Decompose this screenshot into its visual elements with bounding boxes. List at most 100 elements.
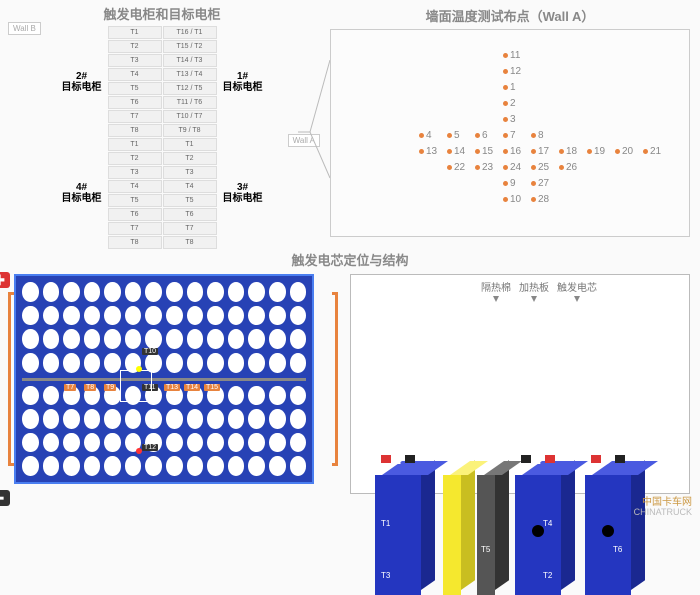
temp-point: 26 <box>559 162 577 173</box>
temp-point: 10 <box>503 194 521 205</box>
cabinet-cell: T3 <box>163 166 217 179</box>
cell-structure-labels: 隔热棉加热板触发电芯 <box>481 279 597 302</box>
temp-point: 18 <box>559 146 577 157</box>
cabinet-cell: T16 / T1 <box>163 26 217 39</box>
temp-label: T7 <box>64 384 76 391</box>
cabinet-cell: T4 <box>108 68 162 81</box>
cabinet-cell: T1 <box>108 138 162 151</box>
terminal-plus-icon: ✚ <box>0 272 10 288</box>
cabinet-cell: T2 <box>108 152 162 165</box>
cabinet-cell: T6 <box>163 208 217 221</box>
cabinet-cell: T4 <box>163 180 217 193</box>
cabinet-cell: T6 <box>108 208 162 221</box>
cabinet-cell: T2 <box>108 40 162 53</box>
wall-temp-panel: 墙面温度测试布点（Wall A） 11121234567813141516171… <box>330 6 690 237</box>
cabinet-cell: T11 / T6 <box>163 96 217 109</box>
cabinet-cell: T14 / T3 <box>163 54 217 67</box>
temp-point: 16 <box>503 146 521 157</box>
temp-label: T14 <box>184 384 200 391</box>
cabinet-cell: T1 <box>108 26 162 39</box>
temp-label: T8 <box>84 384 96 391</box>
temp-point: 27 <box>531 178 549 189</box>
temp-point: 7 <box>503 130 516 141</box>
temp-point: 6 <box>475 130 488 141</box>
wall-a-label: Wall A <box>288 134 320 147</box>
watermark: 中国卡车网 CHINATRUCK <box>634 497 692 518</box>
cabinet-cell: T7 <box>108 222 162 235</box>
cabinet-side-label: 3# 目标电柜 <box>219 182 267 204</box>
cabinet-cell: T7 <box>163 222 217 235</box>
cabinet-cell: T1 <box>163 138 217 151</box>
temp-point: 4 <box>419 130 432 141</box>
cell-structure-box: 隔热棉加热板触发电芯 1T1T3T52T4T23T6 <box>350 274 690 494</box>
temp-point: 19 <box>587 146 605 157</box>
temp-point: 24 <box>503 162 521 173</box>
wall-b-label: Wall B <box>8 22 41 35</box>
terminal-minus-icon: ━ <box>0 490 10 506</box>
wall-temp-title: 墙面温度测试布点（Wall A） <box>330 6 690 25</box>
cabinet-cell: T7 <box>108 110 162 123</box>
highlight-box <box>120 370 152 402</box>
temp-point: 5 <box>447 130 460 141</box>
cabinet-cell: T5 <box>163 194 217 207</box>
temp-label: T13 <box>164 384 180 391</box>
cabinet-title: 触发电柜和目标电柜 <box>6 4 318 23</box>
temp-label: T12 <box>142 444 158 451</box>
temp-point: 2 <box>503 98 516 109</box>
cabinet-cell: T3 <box>108 54 162 67</box>
temp-point: 1 <box>503 82 516 93</box>
structure-label: 加热板 <box>519 279 549 302</box>
marker-dot <box>136 448 142 454</box>
temp-point: 3 <box>503 114 516 125</box>
mid-title: 触发电芯定位与结构 <box>0 250 700 269</box>
cabinet-cell: T3 <box>108 166 162 179</box>
temp-label: T9 <box>104 384 116 391</box>
temp-point: 20 <box>615 146 633 157</box>
temp-point: 17 <box>531 146 549 157</box>
temp-point: 25 <box>531 162 549 173</box>
battery-grid-panel: ✚ ━ T7T8T9T13T14T15T10T11T12 <box>14 274 332 504</box>
cabinet-cell: T8 <box>108 124 162 137</box>
cabinet-side-label: 2# 目标电柜 <box>58 71 106 93</box>
temp-label: T10 <box>142 348 158 355</box>
temp-point: 11 <box>503 50 520 61</box>
temp-point: 22 <box>447 162 465 173</box>
cabinet-cell: T13 / T4 <box>163 68 217 81</box>
cell-structure-panel: 隔热棉加热板触发电芯 1T1T3T52T4T23T6 <box>350 274 690 504</box>
cabinet-side-left: 2# 目标电柜 4# 目标电柜 <box>58 26 106 249</box>
cabinet-layout-panel: 触发电柜和目标电柜 Wall B Wall A 2# 目标电柜 4# 目标电柜 T… <box>6 4 318 249</box>
temp-point: 21 <box>643 146 661 157</box>
cabinet-side-label: 4# 目标电柜 <box>58 182 106 204</box>
cabinet-cell: T2 <box>163 152 217 165</box>
temp-point: 15 <box>475 146 493 157</box>
temp-point: 28 <box>531 194 549 205</box>
cabinet-cell: T5 <box>108 82 162 95</box>
cabinet-cell: T6 <box>108 96 162 109</box>
cabinet-wrap: 2# 目标电柜4# 目标电柜 T1T2T3T4T5T6T7T8T1T2T3T4T… <box>6 26 318 249</box>
cabinet-cols: T1T2T3T4T5T6T7T8T1T2T3T4T5T6T7T8 T16 / T… <box>108 26 217 249</box>
cabinet-cell: T8 <box>163 236 217 249</box>
cabinet-side-right: 1# 目标电柜 3# 目标电柜 <box>219 26 267 249</box>
structure-label: 触发电芯 <box>557 279 597 302</box>
structure-label: 隔热棉 <box>481 279 511 302</box>
cabinet-cell: T10 / T7 <box>163 110 217 123</box>
watermark-en: CHINATRUCK <box>634 508 692 518</box>
wall-temp-box: 1112123456781314151617181920212223242526… <box>330 29 690 237</box>
cabinet-side-label: 1# 目标电柜 <box>219 71 267 93</box>
bracket-right <box>332 292 338 466</box>
cabinet-cell: T4 <box>108 180 162 193</box>
cabinet-cell: T15 / T2 <box>163 40 217 53</box>
cabinet-col-1: T1T2T3T4T5T6T7T8T1T2T3T4T5T6T7T8 <box>108 26 162 249</box>
temp-point: 13 <box>419 146 437 157</box>
temp-label: T15 <box>204 384 220 391</box>
cabinet-cell: T9 / T8 <box>163 124 217 137</box>
temp-point: 12 <box>503 66 521 77</box>
temp-point: 9 <box>503 178 516 189</box>
marker-dot <box>136 366 142 372</box>
cabinet-cell: T12 / T5 <box>163 82 217 95</box>
grid-rows <box>22 282 306 476</box>
temp-point: 8 <box>531 130 544 141</box>
cabinet-cell: T8 <box>108 236 162 249</box>
temp-point: 14 <box>447 146 465 157</box>
cabinet-cell: T5 <box>108 194 162 207</box>
